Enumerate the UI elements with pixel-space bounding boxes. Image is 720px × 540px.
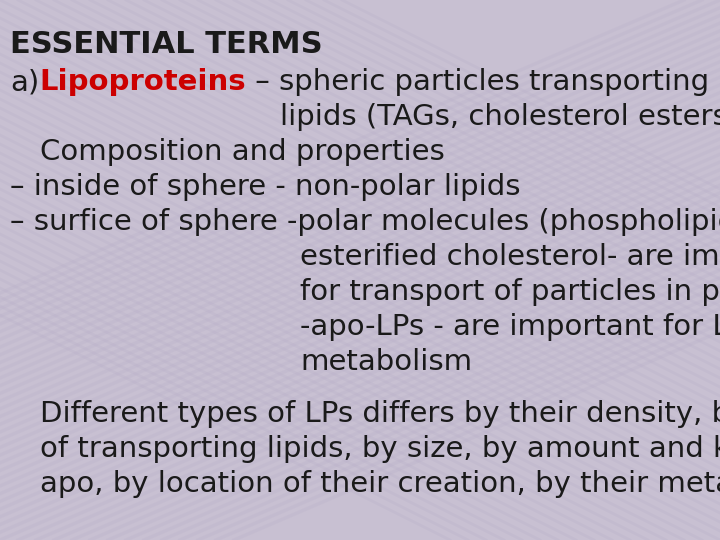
Text: – surfice of sphere -polar molecules (phospholipids, no: – surfice of sphere -polar molecules (ph… xyxy=(10,208,720,236)
Text: ESSENTIAL TERMS: ESSENTIAL TERMS xyxy=(10,30,323,59)
Text: – spheric particles transporting non-polar: – spheric particles transporting non-pol… xyxy=(246,68,720,96)
Text: apo, by location of their creation, by their metabolism: apo, by location of their creation, by t… xyxy=(40,470,720,498)
Text: of transporting lipids, by size, by amount and kind of: of transporting lipids, by size, by amou… xyxy=(40,435,720,463)
Text: esterified cholesterol- are importan: esterified cholesterol- are importan xyxy=(300,243,720,271)
Text: -apo-LPs - are important for LPs: -apo-LPs - are important for LPs xyxy=(300,313,720,341)
Text: Lipoproteins: Lipoproteins xyxy=(40,68,246,96)
Text: lipids (TAGs, cholesterol esters)by bloo: lipids (TAGs, cholesterol esters)by bloo xyxy=(280,103,720,131)
Text: Different types of LPs differs by their density, by volum: Different types of LPs differs by their … xyxy=(40,400,720,428)
Text: for transport of particles in plasma: for transport of particles in plasma xyxy=(300,278,720,306)
Text: a): a) xyxy=(10,68,40,96)
Text: – inside of sphere - non-polar lipids: – inside of sphere - non-polar lipids xyxy=(10,173,521,201)
Text: metabolism: metabolism xyxy=(300,348,472,376)
Text: Composition and properties: Composition and properties xyxy=(40,138,445,166)
